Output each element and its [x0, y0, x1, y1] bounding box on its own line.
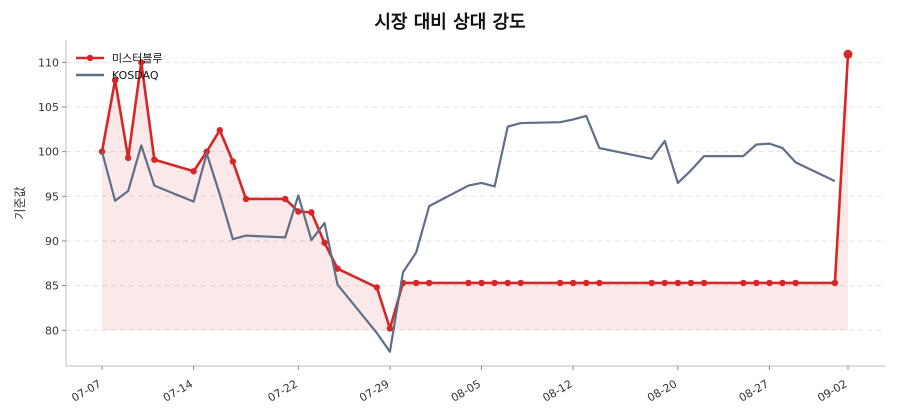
data-point: [504, 279, 511, 287]
data-point: [138, 59, 145, 66]
data-point: [229, 158, 237, 165]
y-tick-label: 100: [38, 146, 59, 159]
axes-layer: [65, 40, 885, 367]
x-tick-label: 08-20: [645, 377, 679, 404]
data-point: [308, 209, 315, 216]
x-tick-label: 09-02: [815, 377, 849, 404]
legend-label: 미스터블루: [112, 52, 163, 65]
data-point: [766, 279, 773, 287]
x-tick-label: 07-29: [357, 377, 391, 404]
data-point: [517, 279, 525, 287]
x-tick-label: 08-05: [449, 377, 483, 404]
legend-label: KOSDAQ: [112, 69, 159, 82]
data-point: [373, 284, 381, 291]
data-point: [478, 279, 485, 287]
data-point: [779, 279, 786, 287]
series-layer: [98, 49, 853, 353]
data-point: [203, 148, 210, 155]
data-point: [843, 49, 853, 59]
data-point: [386, 325, 394, 332]
x-tick-label: 08-12: [540, 377, 574, 404]
y-tick-label: 90: [45, 235, 59, 248]
data-point: [753, 279, 760, 287]
series-line-kosdaq: [100, 114, 836, 353]
y-tick-label: 85: [45, 280, 59, 293]
x-tick-label: 07-07: [69, 377, 103, 404]
y-tick-label: 80: [45, 324, 59, 337]
y-tick-label: 110: [38, 56, 59, 69]
data-point: [583, 279, 590, 287]
legend-marker: [86, 54, 94, 62]
data-point: [465, 279, 472, 287]
chart-title: 시장 대비 상대 강도: [374, 12, 526, 33]
data-point: [242, 195, 250, 203]
data-point: [190, 168, 197, 175]
y-axis-label: 기준값: [13, 186, 27, 219]
data-point: [282, 195, 289, 203]
data-point: [412, 279, 420, 287]
data-point: [674, 279, 682, 287]
x-tick-label: 07-14: [161, 377, 195, 404]
data-point: [792, 279, 799, 287]
data-point: [321, 239, 328, 246]
data-point: [334, 265, 341, 272]
data-point: [661, 279, 668, 287]
x-tick-label: 07-22: [266, 377, 300, 404]
y-tick-label: 95: [45, 190, 59, 203]
x-tick-label: 08-27: [737, 377, 771, 404]
data-point: [491, 279, 498, 287]
fill-layer: [102, 54, 848, 331]
data-point: [124, 154, 132, 162]
data-point: [425, 279, 433, 287]
data-point: [569, 279, 577, 287]
data-point: [216, 127, 223, 134]
grid-layer: [66, 61, 885, 331]
data-point: [111, 76, 119, 84]
data-point: [151, 156, 158, 163]
y-tick-label: 105: [38, 101, 59, 114]
legend: 미스터블루 KOSDAQ: [76, 52, 163, 82]
data-point: [831, 279, 839, 287]
data-point: [687, 279, 695, 287]
data-point: [740, 279, 747, 287]
data-point: [700, 279, 708, 287]
data-point: [295, 208, 302, 215]
series-fill-area: [102, 54, 848, 331]
data-point: [556, 279, 564, 287]
data-point: [648, 279, 655, 287]
data-point: [596, 279, 603, 287]
